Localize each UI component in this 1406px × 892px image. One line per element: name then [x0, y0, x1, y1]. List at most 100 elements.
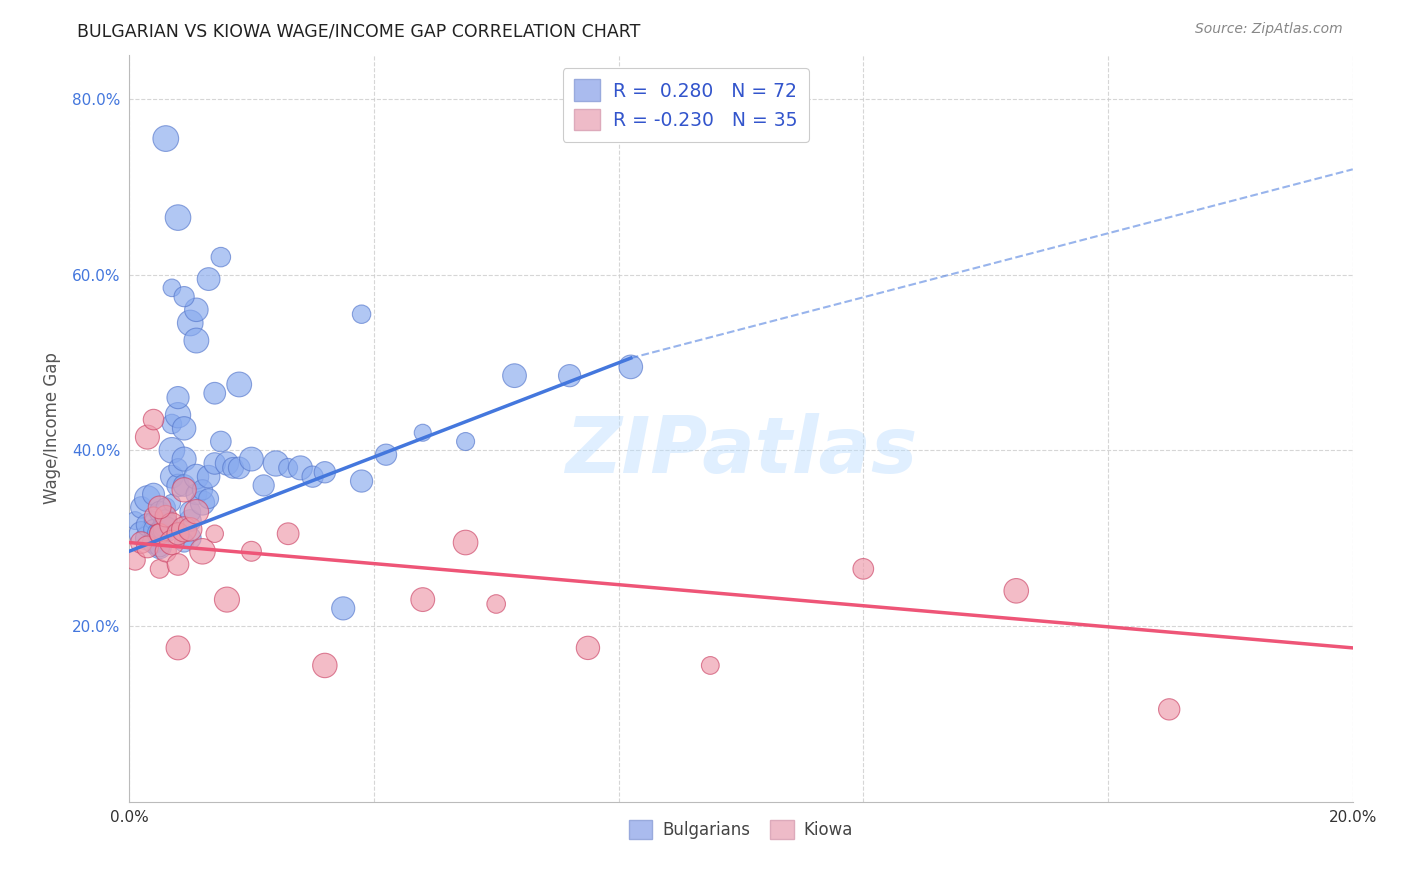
Point [173, 290, 195, 304]
Point [1005, 583, 1028, 598]
Point [215, 457, 238, 471]
Point [375, 448, 398, 462]
Point [167, 211, 190, 225]
Point [142, 535, 165, 549]
Point [209, 250, 232, 264]
Point [155, 518, 177, 533]
Point [301, 469, 323, 483]
Point [558, 368, 581, 383]
Point [149, 526, 172, 541]
Point [155, 131, 177, 145]
Point [160, 469, 183, 483]
Point [167, 640, 190, 655]
Point [186, 505, 208, 519]
Point [124, 553, 146, 567]
Point [186, 334, 208, 348]
Point [167, 526, 190, 541]
Point [314, 465, 336, 479]
Point [179, 531, 201, 545]
Point [149, 526, 172, 541]
Point [852, 562, 875, 576]
Point [129, 535, 152, 549]
Point [124, 514, 146, 528]
Text: BULGARIAN VS KIOWA WAGE/INCOME GAP CORRELATION CHART: BULGARIAN VS KIOWA WAGE/INCOME GAP CORRE… [77, 22, 641, 40]
Point [204, 457, 226, 471]
Point [186, 487, 208, 501]
Point [240, 544, 263, 558]
Point [485, 597, 508, 611]
Point [129, 500, 152, 515]
Point [142, 509, 165, 524]
Point [503, 368, 526, 383]
Point [1159, 702, 1181, 716]
Point [215, 592, 238, 607]
Point [167, 461, 190, 475]
Point [576, 640, 599, 655]
Point [191, 496, 214, 510]
Point [160, 443, 183, 458]
Legend: Bulgarians, Kiowa: Bulgarians, Kiowa [623, 813, 859, 846]
Point [149, 500, 172, 515]
Point [454, 434, 477, 449]
Point [240, 452, 263, 467]
Point [142, 522, 165, 536]
Point [197, 491, 219, 506]
Point [191, 544, 214, 558]
Point [222, 461, 245, 475]
Point [173, 483, 195, 497]
Point [699, 658, 721, 673]
Point [204, 386, 226, 401]
Point [228, 377, 250, 392]
Point [264, 457, 287, 471]
Point [173, 535, 195, 549]
Point [160, 535, 183, 549]
Point [155, 514, 177, 528]
Text: Source: ZipAtlas.com: Source: ZipAtlas.com [1195, 22, 1343, 37]
Point [155, 500, 177, 515]
Point [197, 272, 219, 286]
Point [412, 425, 434, 440]
Point [167, 478, 190, 492]
Point [350, 307, 373, 321]
Point [277, 461, 299, 475]
Point [173, 478, 195, 492]
Point [277, 526, 299, 541]
Point [350, 474, 373, 488]
Point [160, 281, 183, 295]
Point [149, 540, 172, 554]
Point [136, 540, 159, 554]
Point [209, 434, 232, 449]
Point [179, 316, 201, 330]
Point [149, 562, 172, 576]
Point [620, 359, 643, 374]
Point [136, 518, 159, 533]
Point [142, 514, 165, 528]
Point [155, 509, 177, 524]
Point [129, 526, 152, 541]
Y-axis label: Wage/Income Gap: Wage/Income Gap [44, 352, 60, 504]
Point [197, 469, 219, 483]
Point [179, 505, 201, 519]
Point [149, 505, 172, 519]
Point [179, 514, 201, 528]
Point [173, 421, 195, 435]
Point [155, 544, 177, 558]
Point [142, 487, 165, 501]
Point [160, 417, 183, 431]
Point [191, 483, 214, 497]
Point [454, 535, 477, 549]
Point [167, 408, 190, 422]
Point [179, 522, 201, 536]
Point [290, 461, 312, 475]
Text: ZIPatlas: ZIPatlas [565, 413, 917, 489]
Point [173, 452, 195, 467]
Point [186, 302, 208, 317]
Point [167, 391, 190, 405]
Point [186, 469, 208, 483]
Point [228, 461, 250, 475]
Point [136, 491, 159, 506]
Point [332, 601, 354, 615]
Point [160, 496, 183, 510]
Point [149, 526, 172, 541]
Point [412, 592, 434, 607]
